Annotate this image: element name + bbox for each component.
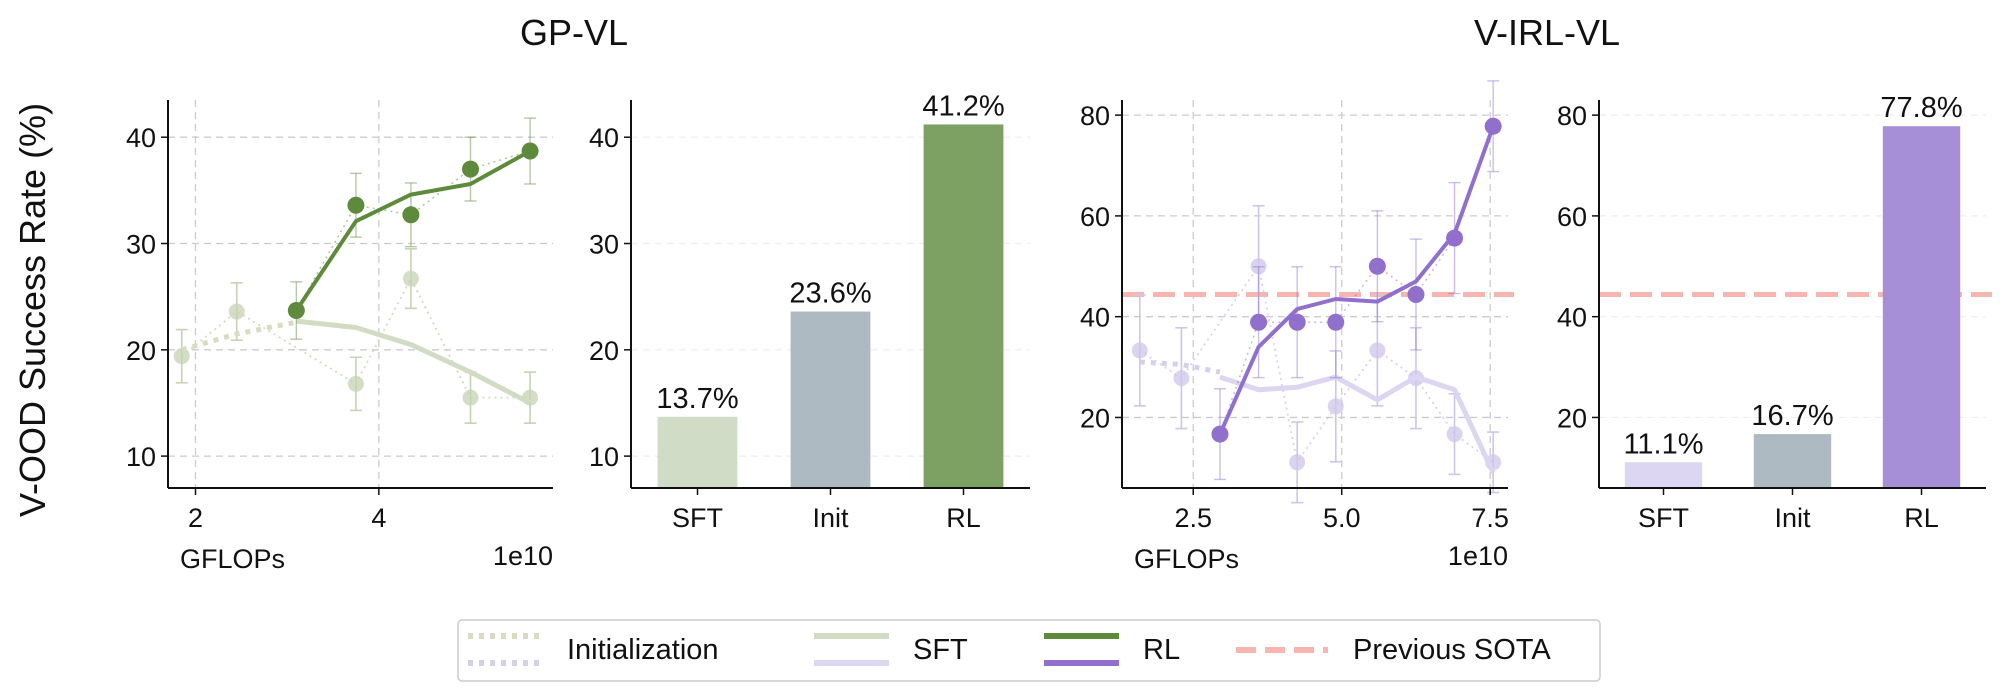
legend-label: SFT: [913, 634, 968, 666]
legend-label: Previous SOTA: [1353, 634, 1551, 666]
x-tick-label: 7.5: [1471, 503, 1509, 533]
y-tick-label: 30: [126, 230, 156, 260]
line-panel-v-irl-vl: 20 40 60 80 2.5 5.0 7.5 GFLOPs 1e10: [1080, 80, 1514, 574]
sft-point: [402, 270, 419, 287]
sft-point: [1250, 258, 1267, 275]
y-tick-label: 10: [126, 442, 156, 472]
y-tick-label: 40: [589, 123, 619, 153]
legend-frame: [457, 619, 1601, 682]
rl-line: [294, 149, 532, 312]
group-title-gp-vl: GP-VL: [520, 12, 628, 53]
y-tick-label: 40: [1557, 303, 1587, 333]
x-axis-label: GFLOPs: [1134, 544, 1239, 574]
y-tick-label: 20: [1557, 403, 1587, 433]
sft-point: [1446, 426, 1463, 443]
sft-point: [1173, 370, 1190, 387]
y-tick-label: 20: [589, 336, 619, 366]
bar-data-label: 23.6%: [789, 278, 871, 310]
rl-point: [521, 142, 539, 160]
y-tick-label: 10: [589, 442, 619, 472]
bar-init: [790, 311, 871, 488]
sft-point: [173, 348, 190, 365]
rl-points-connector: [295, 150, 531, 311]
bar-panel-v-irl-vl: 11.1% SFT 16.7% Init 77.8% RL 20 40 60 80: [1557, 92, 1992, 533]
x-tick-label: SFT: [1638, 503, 1689, 533]
rl-point: [347, 196, 365, 214]
legend-label: RL: [1143, 634, 1180, 666]
x-tick-label: 2: [188, 503, 203, 533]
bar-init: [1753, 434, 1832, 488]
y-tick-label: 80: [1080, 101, 1110, 131]
rl-point: [462, 160, 479, 178]
y-tick-label: 60: [1557, 202, 1587, 232]
x-tick-label: RL: [946, 503, 981, 533]
bar-data-label: 16.7%: [1751, 400, 1833, 432]
rl-point: [1211, 425, 1229, 443]
rl-point: [1327, 313, 1345, 331]
initialization-line: [181, 319, 297, 353]
y-tick-label: 60: [1080, 202, 1110, 232]
bar-data-label: 13.7%: [656, 383, 738, 415]
sft-line: [1219, 374, 1496, 474]
rl-point: [1484, 117, 1502, 135]
sft-point: [1131, 342, 1148, 359]
bar-rl: [923, 124, 1004, 489]
rl-point: [1250, 313, 1268, 331]
x-exponent-label: 1e10: [1448, 541, 1508, 571]
y-tick-label: 80: [1557, 101, 1587, 131]
sft-point: [1327, 398, 1344, 415]
x-tick-label: 5.0: [1323, 503, 1361, 533]
legend-label: Initialization: [567, 634, 719, 666]
y-tick-label: 20: [126, 336, 156, 366]
bar-sft: [1624, 462, 1703, 488]
y-axis-label: V-OOD Success Rate (%): [12, 103, 53, 517]
bar-data-label: 77.8%: [1880, 92, 1962, 124]
x-axis-label: GFLOPs: [180, 544, 285, 574]
bar-data-label: 11.1%: [1623, 428, 1703, 460]
y-tick-label: 30: [589, 230, 619, 260]
sft-line: [296, 318, 532, 406]
y-tick-label: 40: [126, 123, 156, 153]
rl-point: [287, 301, 305, 319]
bar-rl: [1882, 126, 1961, 488]
sft-point: [1289, 454, 1306, 471]
y-tick-label: 40: [1080, 303, 1110, 333]
x-tick-label: Init: [1774, 503, 1811, 533]
x-tick-label: SFT: [672, 503, 723, 533]
group-title-v-irl-vl: V-IRL-VL: [1474, 12, 1620, 53]
bar-sft: [657, 416, 738, 488]
rl-point: [1288, 313, 1306, 331]
x-tick-label: RL: [1904, 503, 1939, 533]
x-tick-label: 4: [371, 503, 386, 533]
rl-point: [1446, 229, 1464, 247]
rl-point: [402, 206, 420, 224]
rl-point: [1368, 257, 1386, 275]
x-tick-label: 2.5: [1174, 503, 1212, 533]
sft-point: [347, 375, 364, 392]
bar-panel-gp-vl: 13.7% SFT 23.6% Init 41.2% RL 10 20 30 40: [589, 90, 1030, 533]
x-exponent-label: 1e10: [493, 541, 553, 571]
bar-data-label: 41.2%: [922, 90, 1004, 122]
y-tick-label: 20: [1080, 403, 1110, 433]
sft-point: [1369, 342, 1386, 359]
x-tick-label: Init: [812, 503, 849, 533]
sft-point: [462, 389, 479, 406]
initialization-line: [1139, 359, 1221, 375]
legend: Initialization SFT RL Previous SOTA: [457, 619, 1601, 682]
line-panel-gp-vl: 10 20 30 40 2 4 GFLOPs 1e10: [126, 100, 553, 574]
sft-point: [228, 303, 245, 320]
rl-point: [1407, 286, 1425, 304]
